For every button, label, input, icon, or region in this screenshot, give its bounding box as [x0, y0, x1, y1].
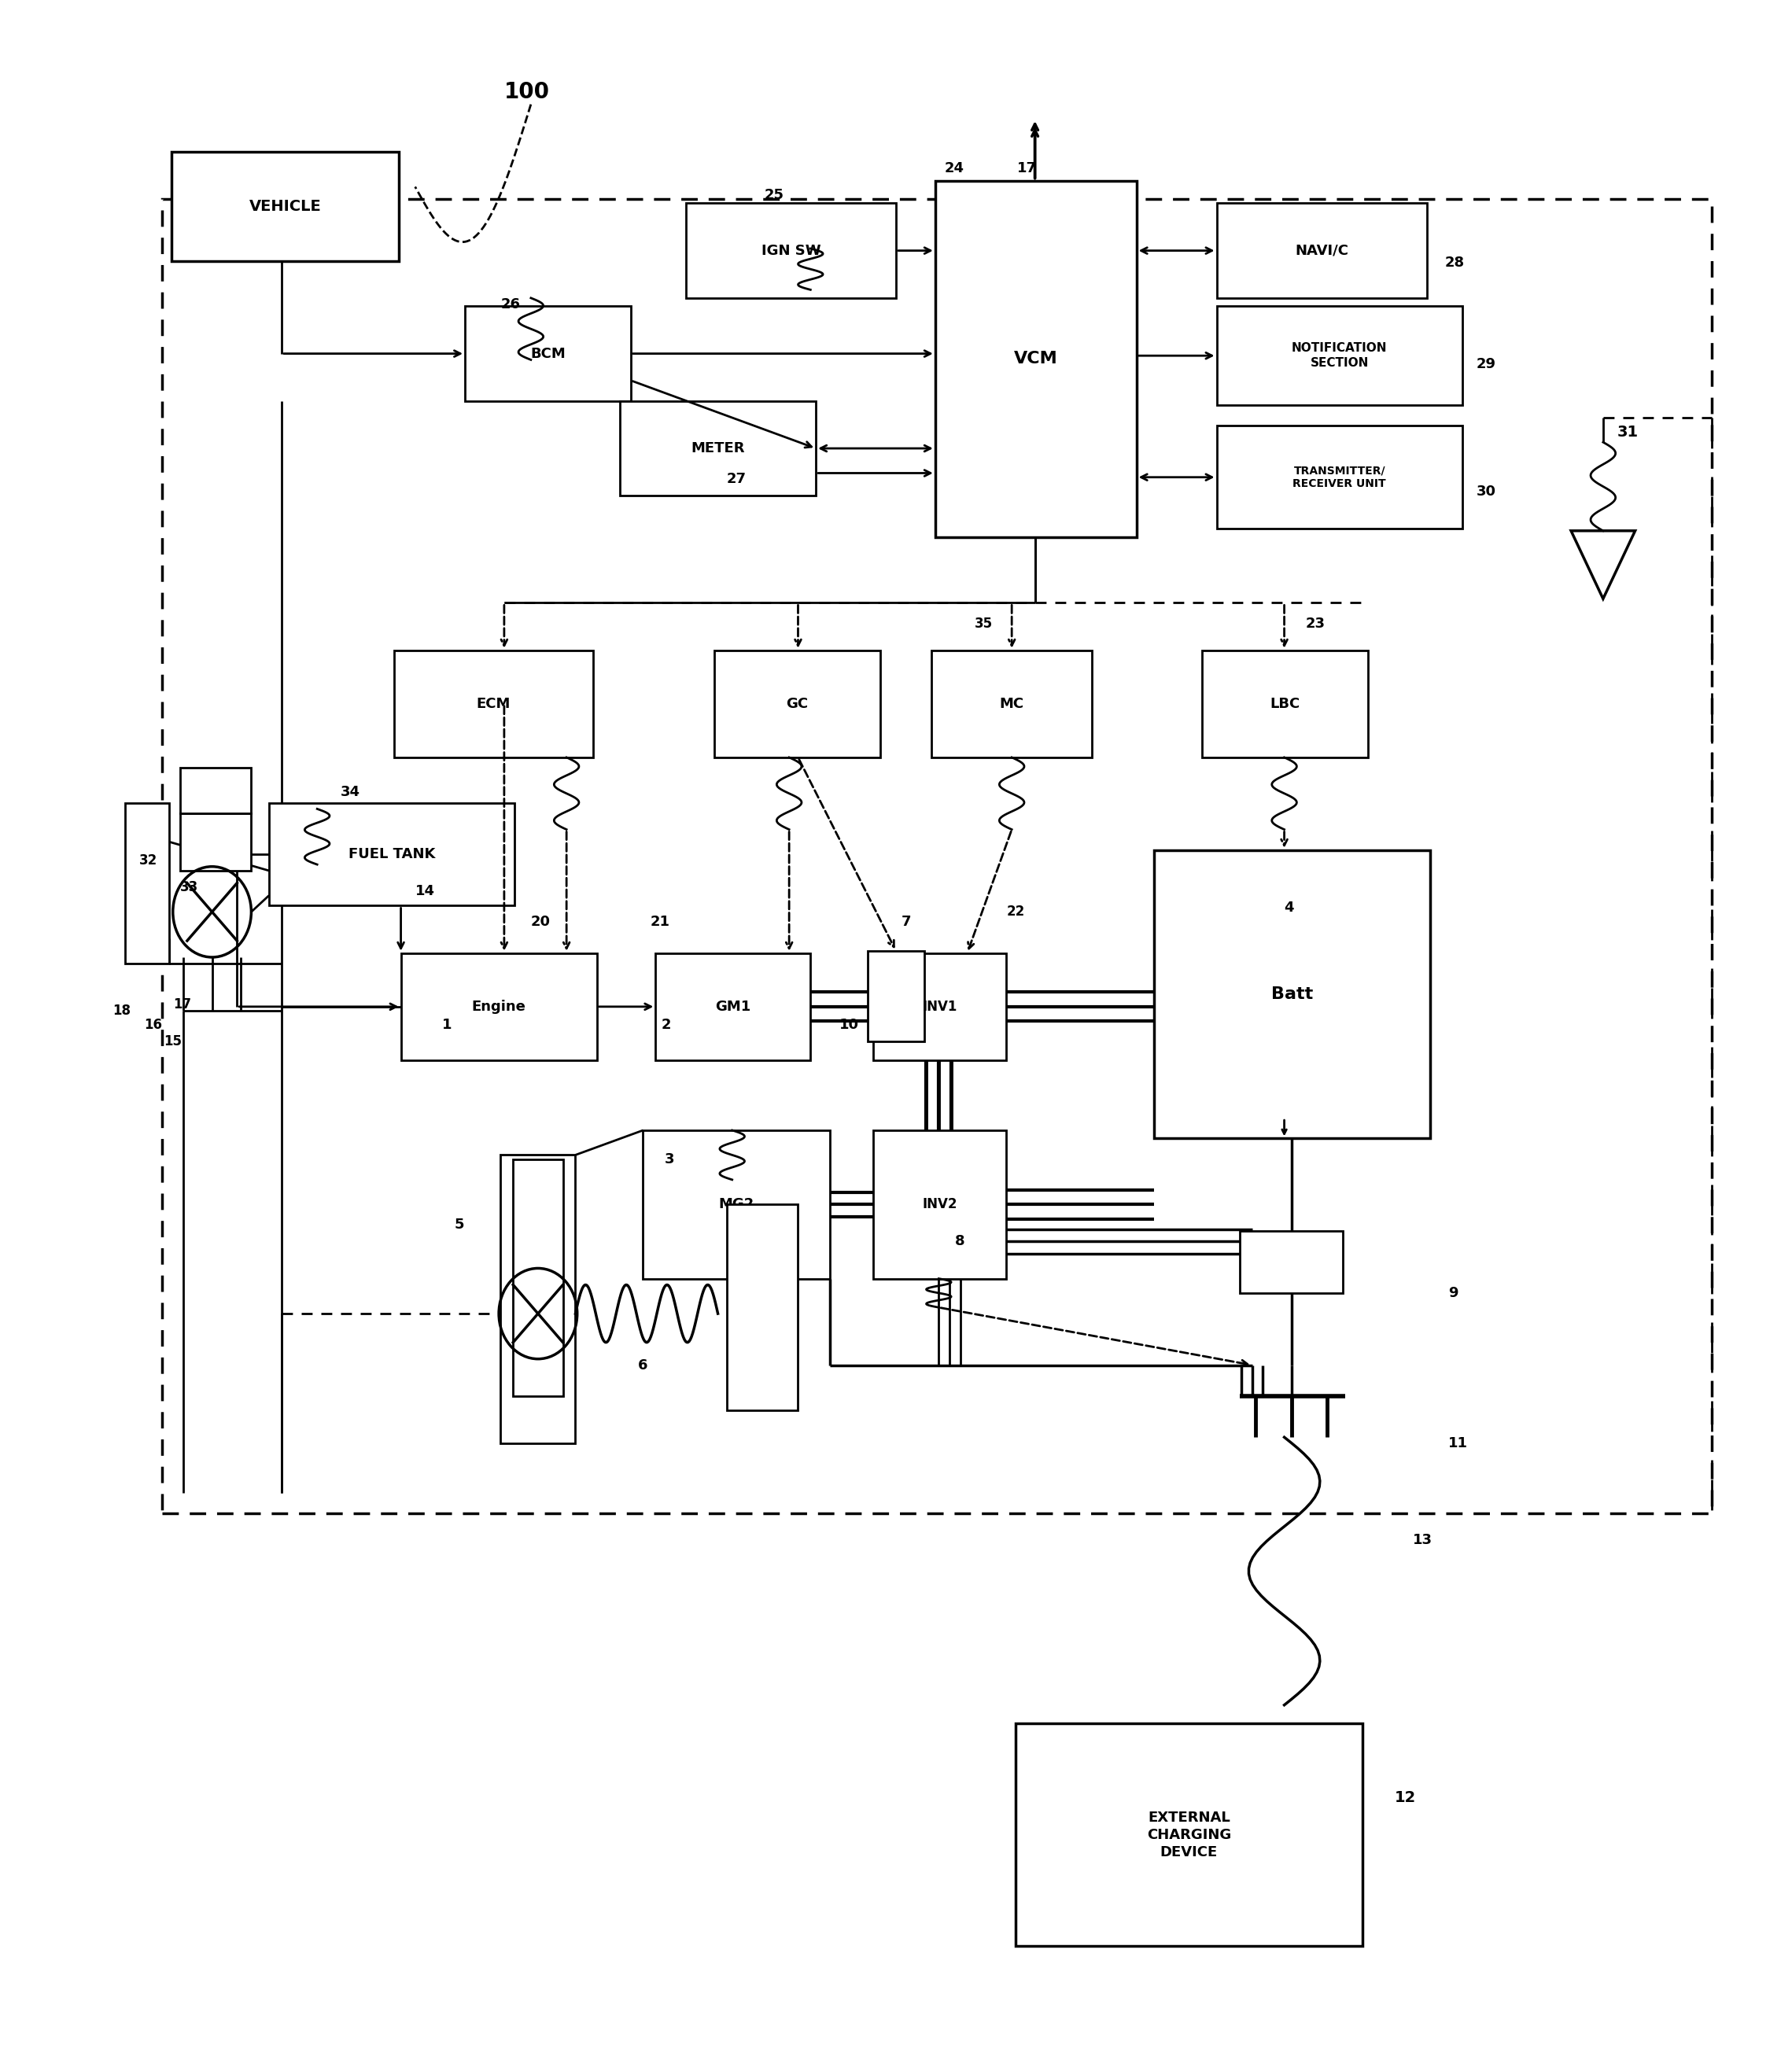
FancyBboxPatch shape	[620, 402, 815, 495]
FancyBboxPatch shape	[464, 307, 631, 402]
FancyBboxPatch shape	[873, 953, 1007, 1060]
FancyBboxPatch shape	[1217, 203, 1426, 298]
Text: LBC: LBC	[1271, 696, 1301, 710]
FancyBboxPatch shape	[170, 151, 400, 261]
Text: Engine: Engine	[471, 1000, 525, 1013]
FancyBboxPatch shape	[643, 1131, 830, 1278]
FancyBboxPatch shape	[1217, 427, 1462, 528]
FancyBboxPatch shape	[1154, 849, 1430, 1139]
Text: BCM: BCM	[530, 346, 566, 360]
Text: Batt: Batt	[1271, 986, 1314, 1002]
FancyBboxPatch shape	[1240, 1230, 1342, 1292]
Text: 35: 35	[975, 617, 993, 630]
FancyBboxPatch shape	[179, 768, 251, 814]
Text: ECM: ECM	[477, 696, 511, 710]
Text: NAVI/C: NAVI/C	[1296, 244, 1348, 257]
Text: 3: 3	[665, 1151, 674, 1166]
Text: 18: 18	[113, 1004, 131, 1017]
Text: GM1: GM1	[715, 1000, 751, 1013]
Text: 1: 1	[443, 1019, 452, 1031]
FancyBboxPatch shape	[873, 1131, 1007, 1278]
Text: 32: 32	[140, 853, 158, 868]
Text: INV2: INV2	[923, 1197, 957, 1212]
Text: 6: 6	[638, 1359, 647, 1373]
Text: 24: 24	[944, 162, 964, 176]
FancyBboxPatch shape	[656, 953, 810, 1060]
Text: GC: GC	[787, 696, 808, 710]
FancyBboxPatch shape	[500, 1156, 575, 1443]
Text: 28: 28	[1444, 257, 1464, 269]
Text: EXTERNAL
CHARGING
DEVICE: EXTERNAL CHARGING DEVICE	[1147, 1810, 1231, 1860]
Text: 33: 33	[179, 880, 199, 895]
Text: 25: 25	[763, 188, 783, 203]
FancyBboxPatch shape	[163, 199, 1711, 1514]
Text: 23: 23	[1306, 617, 1326, 630]
Text: 9: 9	[1448, 1286, 1459, 1301]
Text: 8: 8	[955, 1234, 964, 1249]
Text: 13: 13	[1412, 1533, 1432, 1547]
Text: 5: 5	[455, 1218, 464, 1232]
Text: METER: METER	[692, 441, 745, 456]
Text: VCM: VCM	[1014, 350, 1057, 367]
FancyBboxPatch shape	[1217, 307, 1462, 406]
Text: 34: 34	[340, 785, 360, 799]
Text: 26: 26	[500, 296, 520, 311]
Text: NOTIFICATION
SECTION: NOTIFICATION SECTION	[1292, 342, 1387, 369]
Text: 17: 17	[172, 998, 192, 1011]
Bar	[513, 1160, 563, 1396]
Text: 17: 17	[1018, 162, 1038, 176]
FancyBboxPatch shape	[686, 203, 896, 298]
Text: MG2: MG2	[719, 1197, 754, 1212]
Text: 27: 27	[728, 472, 747, 487]
FancyBboxPatch shape	[1016, 1723, 1362, 1947]
Text: 15: 15	[165, 1036, 183, 1048]
Text: IGN SW: IGN SW	[762, 244, 821, 257]
FancyBboxPatch shape	[1202, 650, 1367, 758]
Text: 21: 21	[650, 915, 670, 930]
Text: 10: 10	[839, 1019, 858, 1031]
Text: 29: 29	[1477, 356, 1496, 371]
FancyBboxPatch shape	[867, 951, 925, 1042]
Text: MC: MC	[1000, 696, 1023, 710]
Text: INV1: INV1	[923, 1000, 957, 1013]
FancyBboxPatch shape	[715, 650, 880, 758]
Text: 30: 30	[1477, 485, 1496, 499]
Text: 22: 22	[1007, 905, 1025, 920]
Bar	[728, 1205, 797, 1410]
Text: VEHICLE: VEHICLE	[249, 199, 321, 213]
Text: 4: 4	[1285, 901, 1294, 915]
Text: 2: 2	[661, 1019, 670, 1031]
Text: 20: 20	[530, 915, 550, 930]
Text: 16: 16	[145, 1019, 163, 1031]
FancyBboxPatch shape	[269, 804, 514, 905]
FancyBboxPatch shape	[401, 953, 597, 1060]
Text: 31: 31	[1618, 425, 1638, 439]
FancyBboxPatch shape	[394, 650, 593, 758]
Text: 7: 7	[901, 915, 910, 930]
FancyBboxPatch shape	[935, 180, 1136, 536]
FancyBboxPatch shape	[932, 650, 1091, 758]
Text: 14: 14	[416, 884, 435, 899]
Text: FUEL TANK: FUEL TANK	[348, 847, 435, 862]
Text: TRANSMITTER/
RECEIVER UNIT: TRANSMITTER/ RECEIVER UNIT	[1292, 464, 1387, 489]
FancyBboxPatch shape	[179, 814, 251, 870]
Text: 11: 11	[1448, 1437, 1468, 1450]
Text: 100: 100	[504, 81, 550, 104]
Text: 12: 12	[1394, 1789, 1416, 1806]
Bar	[125, 804, 168, 963]
